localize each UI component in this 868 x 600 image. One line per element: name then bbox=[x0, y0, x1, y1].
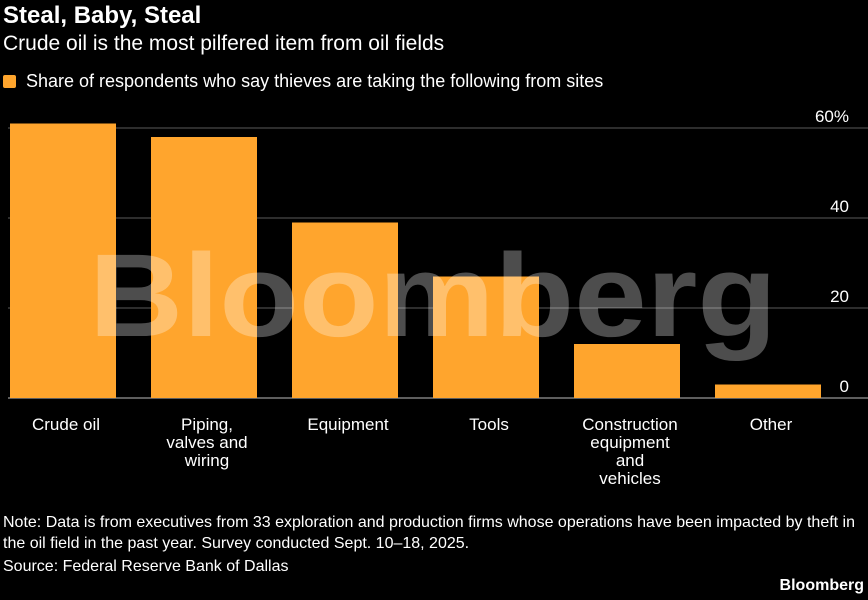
bloomberg-watermark: Bloomberg bbox=[89, 230, 777, 362]
bar bbox=[151, 137, 257, 398]
chart-title: Steal, Baby, Steal bbox=[3, 2, 202, 29]
bloomberg-logo: Bloomberg bbox=[779, 577, 864, 594]
bar bbox=[715, 384, 821, 398]
chart-subtitle: Crude oil is the most pilfered item from… bbox=[3, 32, 445, 55]
legend: Share of respondents who say thieves are… bbox=[3, 70, 603, 92]
x-category-label: Tools bbox=[469, 415, 509, 434]
x-category-label: Piping, valves and wiring bbox=[166, 415, 247, 470]
bar bbox=[10, 123, 116, 398]
bars bbox=[10, 123, 821, 398]
x-category-label: Equipment bbox=[307, 415, 389, 434]
bar bbox=[433, 276, 539, 398]
x-category-label: Construction equipment and vehicles bbox=[582, 415, 677, 488]
y-tick-label: 20 bbox=[830, 287, 849, 306]
bar bbox=[574, 344, 680, 398]
x-axis-labels: Crude oil Piping, valves and wiring Equipmen… bbox=[32, 415, 793, 488]
legend-swatch bbox=[3, 74, 16, 88]
legend-label: Share of respondents who say thieves are… bbox=[26, 71, 604, 91]
y-tick-label: 60% bbox=[815, 107, 849, 126]
y-axis-ticks: 0 20 40 60% bbox=[815, 107, 849, 396]
source-line: Source: Federal Reserve Bank of Dallas bbox=[3, 558, 289, 575]
bar-chart: Bloomberg 0 20 40 60% Crude oil Piping, valve… bbox=[8, 107, 868, 488]
x-category-label: Crude oil bbox=[32, 415, 100, 434]
y-tick-label: 40 bbox=[830, 197, 849, 216]
bar bbox=[292, 222, 398, 398]
footnote: Note: Data is from executives from 33 ex… bbox=[3, 514, 856, 552]
x-category-label: Other bbox=[750, 415, 793, 434]
y-tick-label: 0 bbox=[840, 377, 849, 396]
